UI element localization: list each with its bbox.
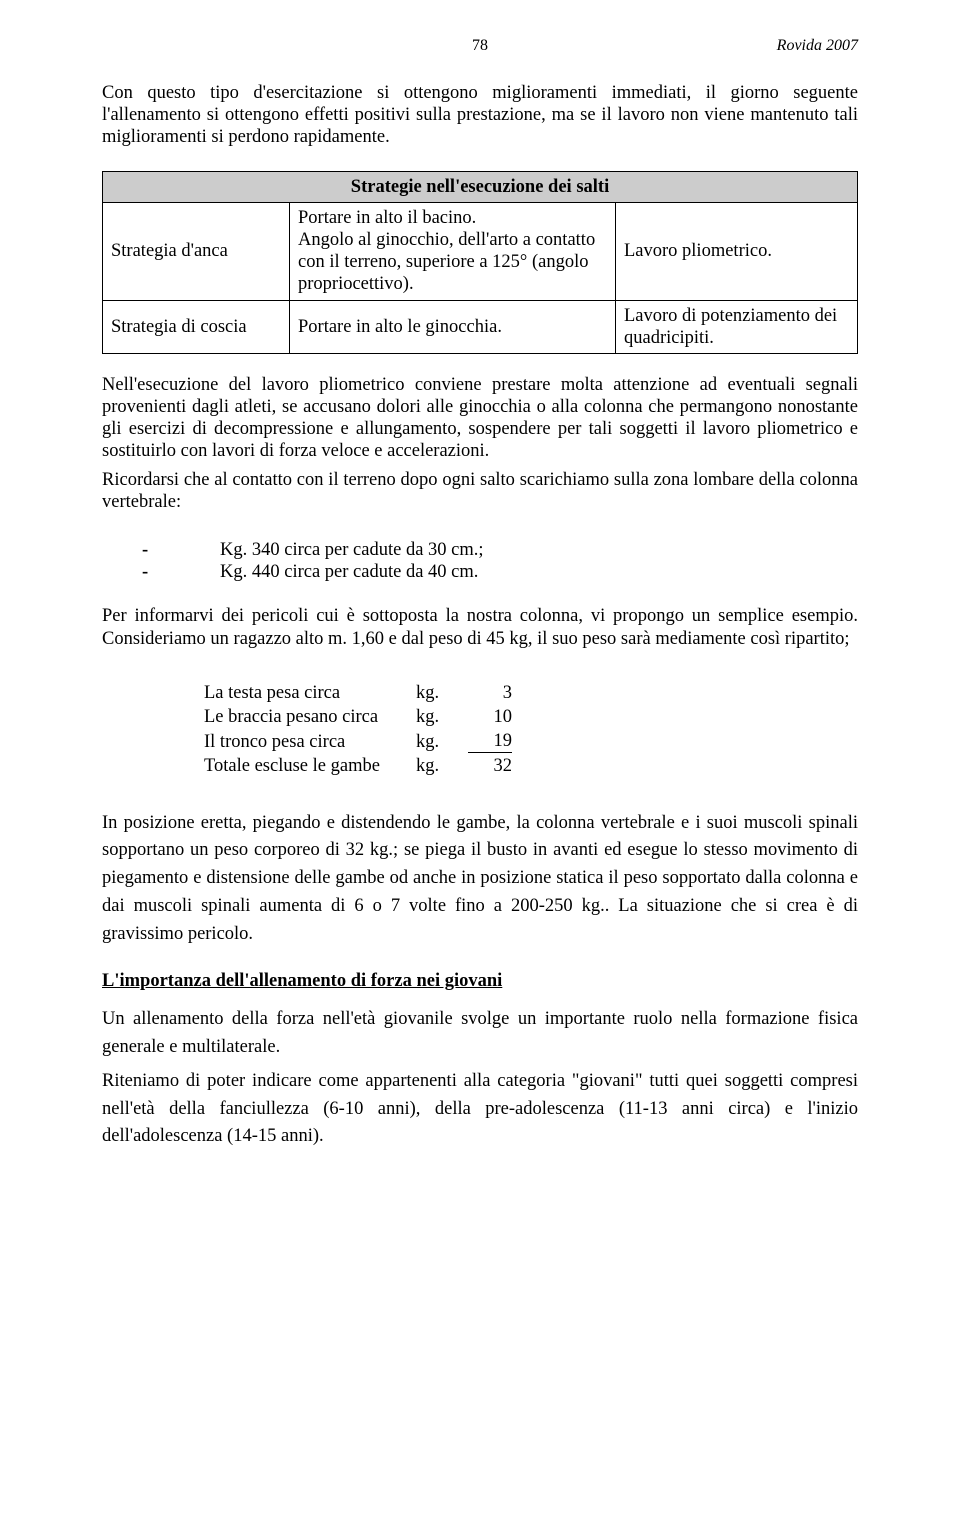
section-heading: L'importanza dell'allenamento di forza n… <box>102 970 858 992</box>
table-cell: Il tronco pesa circa <box>204 730 414 753</box>
body-paragraph: Riteniamo di poter indicare come apparte… <box>102 1068 858 1151</box>
table-cell: Lavoro di potenziamento dei quadricipiti… <box>616 300 858 353</box>
spacer <box>102 656 858 676</box>
table-cell: Le braccia pesano circa <box>204 706 414 728</box>
spacer <box>102 519 858 533</box>
table-cell: kg. <box>416 682 466 704</box>
table-cell: 19 <box>468 730 512 753</box>
table-row: Strategia di coscia Portare in alto le g… <box>103 300 858 353</box>
list-item: Kg. 440 circa per cadute da 40 cm. <box>102 561 858 583</box>
table-cell: Portare in alto le ginocchia. <box>290 300 616 353</box>
body-paragraph: Un allenamento della forza nell'età giov… <box>102 1006 858 1062</box>
body-paragraph: Nell'esecuzione del lavoro pliometrico c… <box>102 374 858 463</box>
table-title: Strategie nell'esecuzione dei salti <box>103 171 858 202</box>
table-row: Il tronco pesa circa kg. 19 <box>204 730 512 753</box>
bullet-list: Kg. 340 circa per cadute da 30 cm.; Kg. … <box>102 539 858 583</box>
list-item: Kg. 340 circa per cadute da 30 cm.; <box>102 539 858 561</box>
table-row: Strategia d'anca Portare in alto il baci… <box>103 202 858 300</box>
table-cell: Strategia di coscia <box>103 300 290 353</box>
spacer <box>102 790 858 810</box>
table-cell: 32 <box>468 755 512 777</box>
strategie-table: Strategie nell'esecuzione dei salti Stra… <box>102 171 858 354</box>
body-paragraph: Ricordarsi che al contatto con il terren… <box>102 469 858 513</box>
body-paragraph: Per informarvi dei pericoli cui è sottop… <box>102 605 858 649</box>
body-paragraph: In posizione eretta, piegando e distende… <box>102 810 858 949</box>
table-cell: Portare in alto il bacino. Angolo al gin… <box>290 202 616 300</box>
table-cell: La testa pesa circa <box>204 682 414 704</box>
page-header: 78 Rovida 2007 <box>102 36 858 62</box>
weight-table: La testa pesa circa kg. 3 Le braccia pes… <box>202 680 514 780</box>
table-row-total: Totale escluse le gambe kg. 32 <box>204 755 512 777</box>
table-cell: Lavoro pliometrico. <box>616 202 858 300</box>
table-row: La testa pesa circa kg. 3 <box>204 682 512 704</box>
table-cell: Strategia d'anca <box>103 202 290 300</box>
header-right-text: Rovida 2007 <box>777 36 858 55</box>
intro-paragraph: Con questo tipo d'esercitazione si otten… <box>102 82 858 149</box>
table-cell: kg. <box>416 706 466 728</box>
table-row: Le braccia pesano circa kg. 10 <box>204 706 512 728</box>
table-cell: 10 <box>468 706 512 728</box>
table-title-row: Strategie nell'esecuzione dei salti <box>103 171 858 202</box>
page: 78 Rovida 2007 Con questo tipo d'esercit… <box>0 0 960 1521</box>
table-cell: Totale escluse le gambe <box>204 755 414 777</box>
table-cell: 3 <box>468 682 512 704</box>
table-cell: kg. <box>416 755 466 777</box>
page-number: 78 <box>472 36 488 55</box>
table-cell: kg. <box>416 730 466 753</box>
spacer <box>102 591 858 605</box>
